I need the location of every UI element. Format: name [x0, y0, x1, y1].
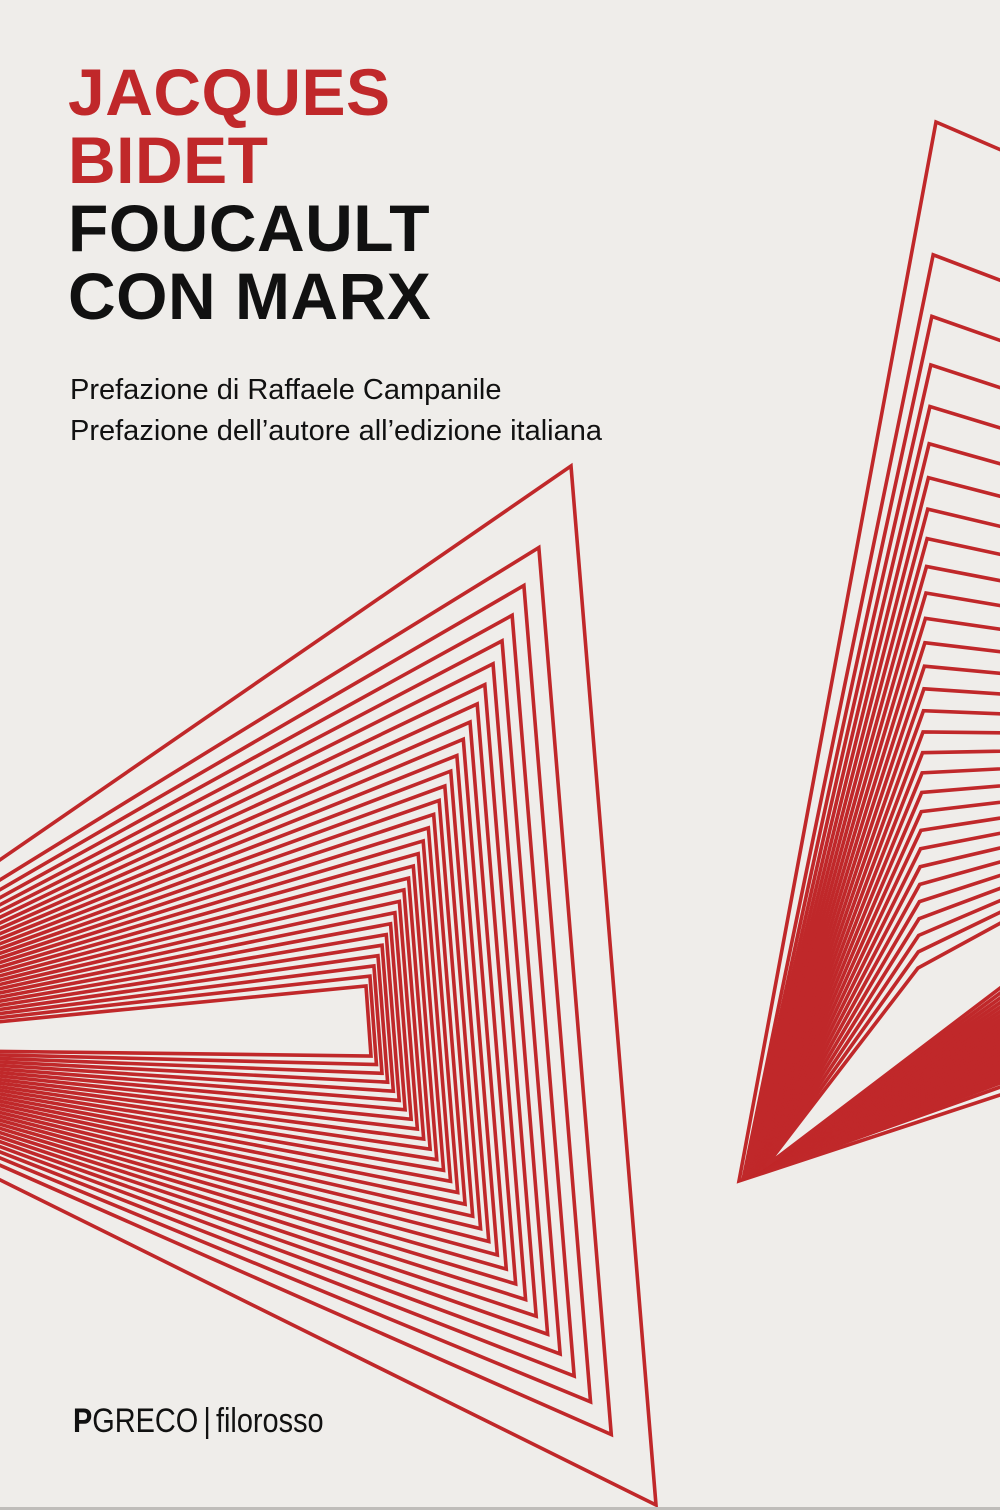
triangle-outline	[0, 887, 426, 1142]
triangle-outline	[0, 974, 379, 1067]
triangle-outline	[757, 800, 1000, 1174]
book-title-line-1: FOUCAULT	[68, 191, 431, 265]
triangle-outline	[740, 252, 1000, 1182]
triangle-outline	[0, 462, 659, 1509]
triangle-outline	[755, 749, 1000, 1174]
triangle-outline	[746, 441, 1000, 1179]
triangle-outline	[764, 910, 1000, 1168]
triangle-outline	[0, 811, 468, 1207]
triangle-outline	[764, 921, 1000, 1168]
triangle-outline	[0, 798, 475, 1219]
triangle-outline	[758, 846, 1000, 1173]
right-triangle-tunnel	[736, 119, 1000, 1184]
triangle-outline	[757, 816, 1000, 1174]
triangle-outline	[0, 752, 500, 1258]
triangle-outline	[757, 831, 1000, 1174]
publisher-mark: P	[73, 1402, 93, 1440]
triangle-outline	[0, 719, 518, 1287]
book-title-line-2: CON MARX	[68, 259, 432, 333]
triangle-outline	[748, 506, 1000, 1178]
triangle-outline	[0, 932, 402, 1103]
triangle-outline	[0, 783, 483, 1231]
triangle-outline	[0, 681, 539, 1319]
triangle-outline	[754, 708, 1000, 1175]
triangle-outline	[0, 984, 373, 1058]
triangle-outline	[755, 730, 1000, 1175]
triangle-outline	[747, 475, 1000, 1178]
triangle-outline	[749, 536, 1000, 1177]
triangle-outline	[0, 701, 528, 1303]
triangle-outline	[0, 544, 614, 1438]
bottom-divider	[0, 1507, 1000, 1510]
triangle-outline	[756, 767, 1000, 1174]
triangle-outline	[751, 590, 1000, 1176]
triangle-outline	[0, 921, 408, 1112]
triangle-outline	[762, 886, 1000, 1169]
triangle-outline	[0, 838, 453, 1184]
triangle-outline	[0, 910, 414, 1122]
triangle-outline	[752, 640, 1000, 1176]
triangle-outline	[0, 863, 439, 1162]
triangle-outline	[761, 860, 1000, 1169]
triangle-outline	[0, 953, 390, 1085]
triangle-outline	[0, 851, 446, 1173]
triangle-outline	[744, 362, 1000, 1180]
subtitle-preface-2: Prefazione dell’autore all’edizione ital…	[70, 415, 603, 447]
publisher-separator: |	[203, 1402, 211, 1440]
triangle-outline	[0, 899, 420, 1132]
cover-heading: JACQUES BIDET FOUCAULT CON MARX	[68, 58, 431, 330]
publisher-name: GRECO	[92, 1402, 199, 1440]
series-name: filorosso	[215, 1402, 324, 1440]
triangle-outline	[0, 943, 396, 1094]
triangle-outline	[0, 638, 563, 1357]
triangle-outline	[0, 963, 384, 1076]
author-name-line-1: JACQUES	[68, 55, 391, 129]
triangle-outline	[736, 119, 1000, 1184]
triangle-outline	[0, 660, 550, 1337]
triangle-outline	[0, 768, 491, 1244]
triangle-outline	[0, 612, 577, 1379]
publisher-logo: PGRECO | filorosso	[73, 1402, 324, 1441]
left-triangle-tunnel	[0, 462, 659, 1509]
triangle-outline	[0, 875, 433, 1152]
triangle-outline	[745, 404, 1000, 1179]
triangle-outline	[753, 664, 1000, 1175]
triangle-outline	[0, 825, 460, 1195]
author-name-line-2: BIDET	[68, 123, 269, 197]
subtitle-preface-1: Prefazione di Raffaele Campanile	[70, 374, 502, 406]
triangle-outline	[756, 784, 1000, 1174]
triangle-outline	[0, 582, 593, 1405]
triangle-outline	[0, 736, 509, 1272]
triangle-outline	[763, 898, 1000, 1169]
subtitles: Prefazione di Raffaele Campanile Prefazi…	[70, 370, 602, 452]
triangle-outline	[762, 873, 1000, 1169]
triangle-outline	[753, 686, 1000, 1175]
triangle-outline	[751, 616, 1000, 1176]
triangle-outline	[742, 313, 1000, 1181]
triangle-outline	[750, 564, 1000, 1177]
